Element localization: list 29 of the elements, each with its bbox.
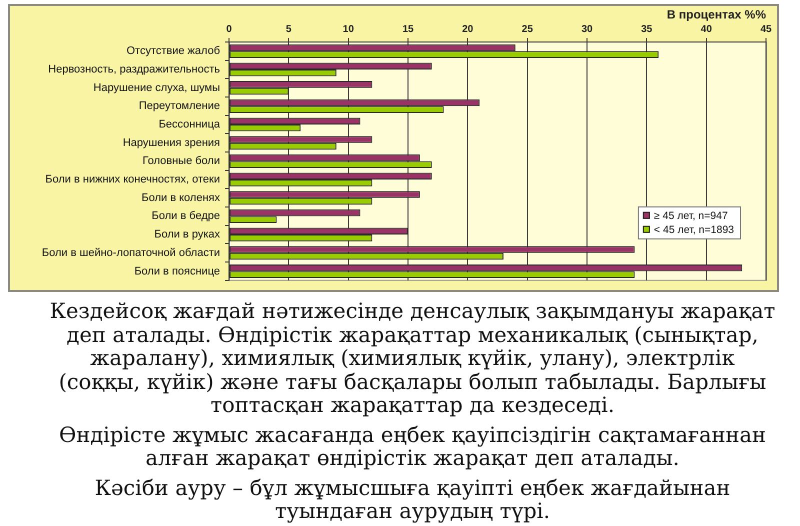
legend-label: < 45 лет, n=1893: [654, 224, 734, 236]
y-tick-label: Нарушение слуха, шумы: [93, 82, 220, 94]
x-tick-label: 5: [286, 24, 292, 35]
x-tick-label: 0: [226, 24, 232, 35]
y-tick-label: Бессонница: [158, 118, 221, 131]
y-tick-label: Боли в коленях: [142, 192, 220, 204]
x-tick-label: 35: [641, 24, 653, 35]
y-tick-label: Головные боли: [142, 155, 220, 168]
text: Кездейсоқ жағдай нәтижесінде денсаулық зақымдануы жарақат деп аталады. Өндірістік жарақаттар механикалық (сынықтар, жаралану), химиялық (химиялық күйік, улану), электрлік (соққы, күйік) және тағы басқалары болып табылады. Барлығы топтасқан жарақаттар да кездеседі.: [48, 299, 776, 418]
x-tick-label: 20: [462, 24, 474, 35]
x-axis-title: В процентах %%: [666, 8, 766, 22]
text: Кәсіби ауру – бұл жұмысшыға қауіпті еңбек жағдайынан туындаған аурудың түрі.: [94, 476, 732, 524]
y-tick-label: Переутомление: [138, 100, 220, 112]
y-tick-label: Отсутствие жалоб: [126, 45, 220, 58]
x-tick-label: 40: [700, 24, 712, 35]
legend-label: ≥ 45 лет, n=947: [654, 210, 728, 222]
x-tick-label: 10: [342, 24, 354, 35]
y-tick-label: Боли в руках: [154, 228, 220, 241]
y-tick-label: Нервозность, раздражительность: [48, 64, 220, 76]
y-tick-label: Боли в нижних конечностях, отеки: [45, 174, 220, 186]
y-tick-label: Боли в шейно-лопаточной области: [42, 246, 220, 259]
y-tick-label: Боли в бедре: [152, 210, 220, 222]
x-tick-label: 25: [522, 24, 534, 35]
y-tick-label: Боли в пояснице: [134, 265, 220, 278]
x-tick-label: 45: [760, 24, 772, 35]
text: Өндірісте жұмыс жасағанда еңбек қауіпсіздігін сақтамағаннан алған жарақат өндірістік жарақат деп аталады.: [58, 422, 767, 470]
x-tick-label: 15: [402, 24, 414, 35]
x-tick-label: 30: [581, 24, 593, 35]
y-tick-label: Нарушения зрения: [122, 136, 220, 149]
